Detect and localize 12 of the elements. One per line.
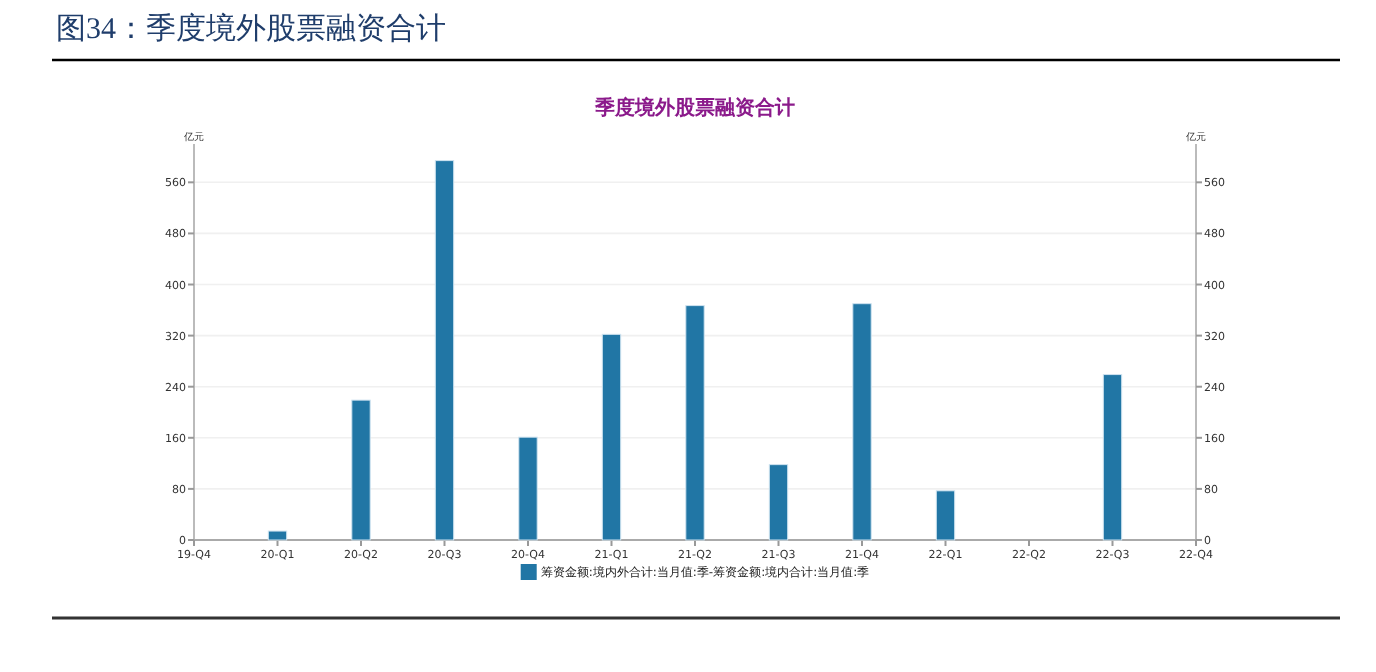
bar (601, 333, 622, 541)
bar (768, 464, 789, 541)
bar (685, 305, 705, 541)
bar (351, 399, 371, 541)
subtitle: 季度境外股票融资合计 (595, 98, 795, 120)
bar (1102, 374, 1123, 541)
title: 图34：季度境外股票融资合计 (56, 14, 446, 46)
bar (518, 436, 538, 541)
bar (267, 530, 288, 541)
bar (935, 490, 956, 541)
bar (434, 160, 455, 541)
bar (852, 303, 872, 541)
